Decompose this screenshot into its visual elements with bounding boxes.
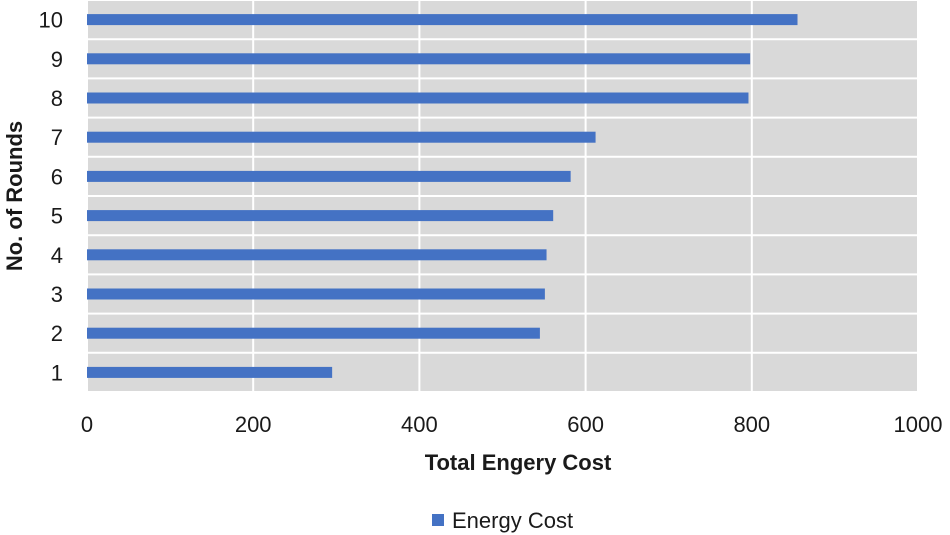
x-tick-label: 600 xyxy=(567,412,604,437)
legend: Energy Cost xyxy=(432,508,573,533)
bar-round-5 xyxy=(87,210,554,222)
legend-swatch xyxy=(432,514,444,526)
x-tick-label: 0 xyxy=(81,412,93,437)
y-tick-label: 3 xyxy=(51,282,63,307)
y-tick-label: 9 xyxy=(51,47,63,72)
x-axis-tick-labels: 0 200 400 600 800 1000 xyxy=(81,412,943,437)
bar-round-1 xyxy=(87,366,333,378)
y-axis-tick-labels: 1 2 3 4 5 6 7 8 9 10 xyxy=(39,8,63,386)
y-tick-label: 8 xyxy=(51,86,63,111)
y-tick-label: 6 xyxy=(51,164,63,189)
x-tick-label: 400 xyxy=(401,412,438,437)
y-tick-label: 7 xyxy=(51,125,63,150)
y-tick-label: 2 xyxy=(51,321,63,346)
bar-round-8 xyxy=(87,92,749,104)
bar-round-7 xyxy=(87,131,596,143)
y-axis-title: No. of Rounds xyxy=(2,121,27,271)
legend-label: Energy Cost xyxy=(452,508,573,533)
y-tick-label: 1 xyxy=(51,360,63,385)
bar-round-3 xyxy=(87,288,545,300)
bar-round-4 xyxy=(87,249,547,261)
x-tick-label: 800 xyxy=(733,412,770,437)
y-tick-label: 10 xyxy=(39,8,63,33)
bar-round-6 xyxy=(87,170,571,182)
bar-round-10 xyxy=(87,14,798,26)
y-tick-label: 4 xyxy=(51,243,63,268)
bar-round-2 xyxy=(87,327,540,339)
x-axis-title: Total Engery Cost xyxy=(425,450,612,475)
bar-round-9 xyxy=(87,53,751,65)
x-tick-label: 200 xyxy=(235,412,272,437)
y-tick-label: 5 xyxy=(51,204,63,229)
x-tick-label: 1000 xyxy=(894,412,943,437)
bar-series xyxy=(87,14,798,378)
grid-lines xyxy=(86,0,919,393)
